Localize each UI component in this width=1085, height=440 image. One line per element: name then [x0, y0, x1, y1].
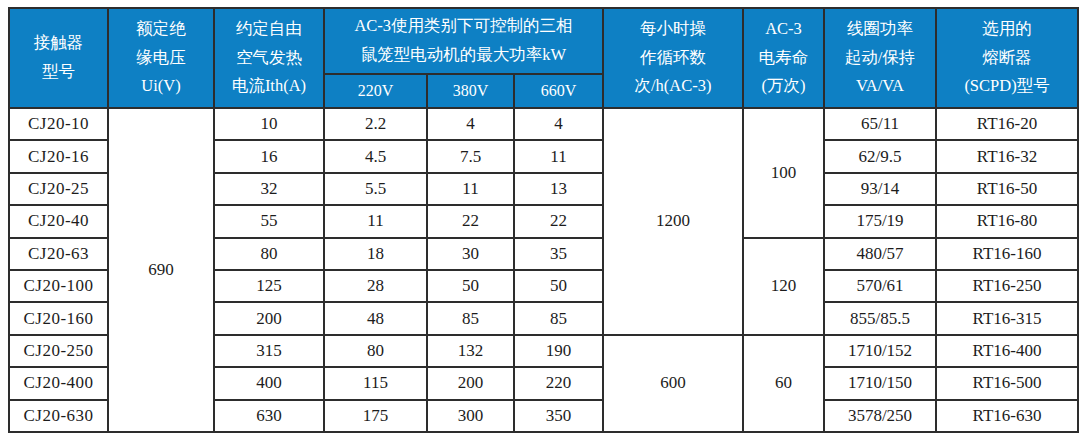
p660-cell: 85 [514, 302, 603, 334]
p660-cell: 22 [514, 205, 603, 237]
fuse-cell: RT16-160 [936, 238, 1078, 270]
p660-cell: 13 [514, 173, 603, 205]
p220-cell: 5.5 [324, 173, 427, 205]
coil-cell: 570/61 [824, 270, 936, 302]
coil-cell: 65/11 [824, 108, 936, 140]
header-ac3-power: AC-3使用类别下可控制的三相 鼠笼型电动机的最大功率kW [324, 8, 603, 74]
life-cell: 60 [743, 335, 824, 432]
header-660v: 660V [514, 74, 603, 108]
ith-cell: 55 [214, 205, 324, 237]
table-row: CJ20-10 690 10 2.2 4 4 1200 100 65/11 RT… [9, 108, 1078, 140]
model-cell: CJ20-400 [9, 367, 108, 399]
p220-cell: 2.2 [324, 108, 427, 140]
contactor-spec-page: 接触器 型号 额定绝 缘电压 Ui(V) 约定自由 空气发热 电流Ith(A) … [0, 0, 1085, 440]
p220-cell: 175 [324, 400, 427, 432]
header-coil-power: 线圈功率 起动/保持 VA/VA [824, 8, 936, 108]
fuse-cell: RT16-20 [936, 108, 1078, 140]
p380-cell: 30 [427, 238, 514, 270]
p380-cell: 85 [427, 302, 514, 334]
model-cell: CJ20-250 [9, 335, 108, 367]
p380-cell: 7.5 [427, 140, 514, 172]
model-cell: CJ20-10 [9, 108, 108, 140]
cycles-cell: 600 [603, 335, 743, 432]
model-cell: CJ20-160 [9, 302, 108, 334]
header-thermal-current: 约定自由 空气发热 电流Ith(A) [214, 8, 324, 108]
p660-cell: 35 [514, 238, 603, 270]
ith-cell: 315 [214, 335, 324, 367]
fuse-cell: RT16-250 [936, 270, 1078, 302]
p220-cell: 115 [324, 367, 427, 399]
insulation-voltage-cell: 690 [108, 108, 214, 432]
ith-cell: 200 [214, 302, 324, 334]
p380-cell: 50 [427, 270, 514, 302]
coil-cell: 1710/152 [824, 335, 936, 367]
header-model: 接触器 型号 [9, 8, 108, 108]
model-cell: CJ20-40 [9, 205, 108, 237]
p380-cell: 200 [427, 367, 514, 399]
model-cell: CJ20-630 [9, 400, 108, 432]
ith-cell: 32 [214, 173, 324, 205]
ith-cell: 10 [214, 108, 324, 140]
p380-cell: 22 [427, 205, 514, 237]
fuse-cell: RT16-315 [936, 302, 1078, 334]
cycles-cell: 1200 [603, 108, 743, 335]
p220-cell: 4.5 [324, 140, 427, 172]
coil-cell: 93/14 [824, 173, 936, 205]
coil-cell: 855/85.5 [824, 302, 936, 334]
coil-cell: 1710/150 [824, 367, 936, 399]
coil-cell: 62/9.5 [824, 140, 936, 172]
ith-cell: 400 [214, 367, 324, 399]
header-row-top: 接触器 型号 额定绝 缘电压 Ui(V) 约定自由 空气发热 电流Ith(A) … [9, 8, 1078, 74]
p660-cell: 190 [514, 335, 603, 367]
p660-cell: 4 [514, 108, 603, 140]
p220-cell: 18 [324, 238, 427, 270]
model-cell: CJ20-16 [9, 140, 108, 172]
fuse-cell: RT16-500 [936, 367, 1078, 399]
p660-cell: 11 [514, 140, 603, 172]
p220-cell: 48 [324, 302, 427, 334]
p380-cell: 4 [427, 108, 514, 140]
p220-cell: 28 [324, 270, 427, 302]
p660-cell: 350 [514, 400, 603, 432]
contactor-spec-table: 接触器 型号 额定绝 缘电压 Ui(V) 约定自由 空气发热 电流Ith(A) … [8, 7, 1079, 433]
header-380v: 380V [427, 74, 514, 108]
p220-cell: 80 [324, 335, 427, 367]
header-220v: 220V [324, 74, 427, 108]
ith-cell: 80 [214, 238, 324, 270]
p380-cell: 132 [427, 335, 514, 367]
fuse-cell: RT16-50 [936, 173, 1078, 205]
p380-cell: 11 [427, 173, 514, 205]
model-cell: CJ20-100 [9, 270, 108, 302]
ith-cell: 125 [214, 270, 324, 302]
header-electrical-life: AC-3 电寿命 (万次) [743, 8, 824, 108]
header-insulation-voltage: 额定绝 缘电压 Ui(V) [108, 8, 214, 108]
p220-cell: 11 [324, 205, 427, 237]
coil-cell: 175/19 [824, 205, 936, 237]
fuse-cell: RT16-80 [936, 205, 1078, 237]
model-cell: CJ20-63 [9, 238, 108, 270]
coil-cell: 3578/250 [824, 400, 936, 432]
model-cell: CJ20-25 [9, 173, 108, 205]
fuse-cell: RT16-32 [936, 140, 1078, 172]
p660-cell: 220 [514, 367, 603, 399]
header-cycles-per-hour: 每小时操 作循环数 次/h(AC-3) [603, 8, 743, 108]
fuse-cell: RT16-400 [936, 335, 1078, 367]
ith-cell: 16 [214, 140, 324, 172]
ith-cell: 630 [214, 400, 324, 432]
life-cell: 100 [743, 108, 824, 238]
p660-cell: 50 [514, 270, 603, 302]
life-cell: 120 [743, 238, 824, 335]
fuse-cell: RT16-630 [936, 400, 1078, 432]
coil-cell: 480/57 [824, 238, 936, 270]
p380-cell: 300 [427, 400, 514, 432]
header-fuse: 选用的 熔断器 (SCPD)型号 [936, 8, 1078, 108]
